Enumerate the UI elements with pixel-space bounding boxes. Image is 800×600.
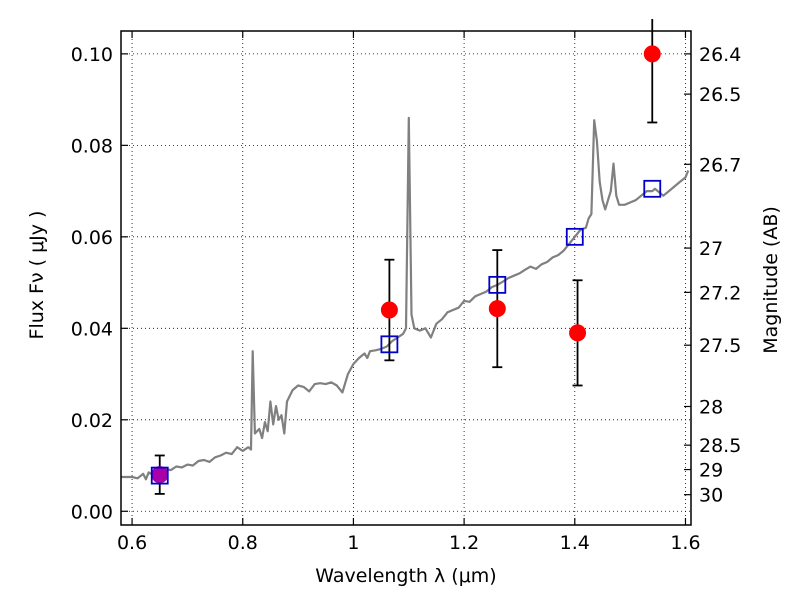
x-tick-label: 1.6: [670, 532, 700, 554]
y-tick-label: 0.10: [71, 44, 113, 66]
y-tick-label: 0.04: [71, 318, 113, 340]
right-tick-label: 27: [699, 238, 723, 260]
observed-flux-point: [569, 324, 587, 342]
y-axis-label: Flux Fν ( μJy ): [26, 211, 48, 340]
observed-flux-point: [151, 466, 169, 484]
x-axis-ticks: 0.6 0.8 1 1.2 1.4 1.6: [117, 31, 701, 554]
observed-flux-point: [488, 300, 506, 318]
model-flux-square: [565, 227, 584, 246]
y-axis-ticks: 0.00 0.02 0.04 0.06 0.08 0.10: [71, 44, 128, 523]
right-tick-label: 29: [699, 460, 723, 482]
right-tick-label: 26.5: [699, 84, 741, 106]
right-tick-label: 27.2: [699, 282, 741, 304]
right-tick-label: 26.7: [699, 154, 741, 176]
model-flux-square: [380, 335, 399, 354]
right-tick-label: 28.5: [699, 435, 741, 457]
observed-flux-point: [380, 301, 398, 319]
right-tick-label: 30: [699, 485, 723, 507]
right-tick-label: 28: [699, 396, 723, 418]
model-flux-square: [488, 275, 507, 294]
template-spectrum-line: [121, 116, 690, 481]
right-axis-label: Magnitude (AB): [760, 206, 782, 354]
right-axis-ticks: 26.4 26.5 26.7 27 27.2 27.5 28 28.5 29 30: [684, 44, 741, 507]
x-tick-label: 0.8: [228, 532, 258, 554]
x-tick-label: 1.2: [449, 532, 479, 554]
y-tick-label: 0.02: [71, 410, 113, 432]
x-tick-label: 1: [347, 532, 359, 554]
x-tick-label: 1.4: [560, 532, 590, 554]
model-flux-square: [643, 179, 662, 198]
x-axis-label: Wavelength λ (μm): [315, 565, 496, 587]
model-flux-square: [150, 466, 169, 485]
y-tick-label: 0.08: [71, 135, 113, 157]
right-tick-label: 27.5: [699, 335, 741, 357]
observed-flux-point: [643, 45, 661, 63]
right-tick-label: 26.4: [699, 44, 741, 66]
plot-area: [121, 19, 690, 495]
x-tick-label: 0.6: [117, 532, 147, 554]
plot-frame: [120, 30, 692, 526]
y-tick-label: 0.06: [71, 227, 113, 249]
axes-frame: [120, 30, 692, 526]
y-tick-label: 0.00: [71, 501, 113, 523]
